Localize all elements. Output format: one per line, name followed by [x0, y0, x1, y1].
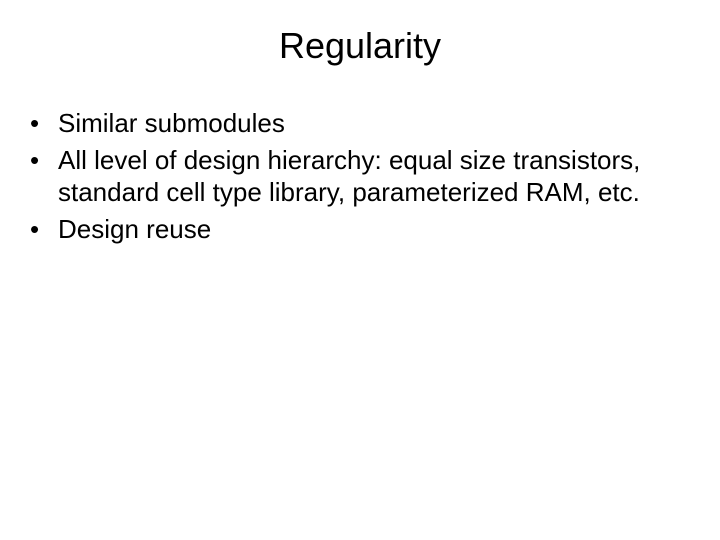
list-item: Design reuse	[30, 213, 690, 246]
list-item: All level of design hierarchy: equal siz…	[30, 144, 690, 209]
list-item: Similar submodules	[30, 107, 690, 140]
slide: Regularity Similar submodules All level …	[0, 0, 720, 540]
slide-title: Regularity	[30, 24, 690, 67]
bullet-list: Similar submodules All level of design h…	[30, 107, 690, 245]
